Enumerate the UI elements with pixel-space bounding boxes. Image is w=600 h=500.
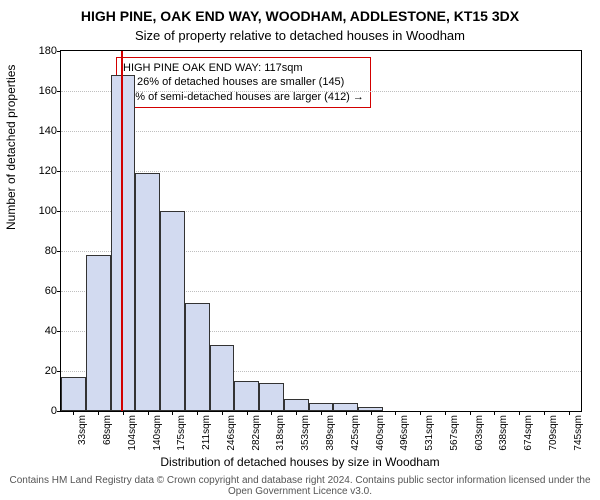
ytick-mark	[57, 251, 61, 252]
ytick-mark	[57, 131, 61, 132]
xtick-label: 709sqm	[548, 415, 559, 451]
ytick-mark	[57, 291, 61, 292]
xtick-mark	[346, 411, 347, 415]
xtick-label: 496sqm	[399, 415, 410, 451]
histogram-bar	[234, 381, 259, 411]
xtick-label: 745sqm	[573, 415, 584, 451]
ytick-label: 0	[27, 405, 57, 417]
ytick-label: 140	[27, 125, 57, 137]
xtick-mark	[222, 411, 223, 415]
histogram-bar	[210, 345, 235, 411]
gridline	[61, 171, 581, 172]
ytick-label: 160	[27, 85, 57, 97]
xtick-mark	[98, 411, 99, 415]
ytick-label: 120	[27, 165, 57, 177]
ytick-label: 20	[27, 365, 57, 377]
xtick-mark	[371, 411, 372, 415]
xtick-label: 603sqm	[474, 415, 485, 451]
xtick-mark	[73, 411, 74, 415]
chart-title: HIGH PINE, OAK END WAY, WOODHAM, ADDLEST…	[0, 8, 600, 24]
ytick-mark	[57, 371, 61, 372]
ytick-label: 100	[27, 205, 57, 217]
xtick-mark	[420, 411, 421, 415]
xtick-label: 282sqm	[251, 415, 262, 451]
xtick-label: 460sqm	[375, 415, 386, 451]
xtick-mark	[470, 411, 471, 415]
histogram-bar	[86, 255, 111, 411]
xtick-label: 674sqm	[523, 415, 534, 451]
gridline	[61, 91, 581, 92]
xtick-label: 246sqm	[226, 415, 237, 451]
xtick-mark	[519, 411, 520, 415]
marker-line	[121, 51, 123, 411]
x-axis-label: Distribution of detached houses by size …	[0, 455, 600, 469]
histogram-bar	[61, 377, 86, 411]
xtick-mark	[247, 411, 248, 415]
xtick-mark	[494, 411, 495, 415]
xtick-label: 353sqm	[300, 415, 311, 451]
info-line-2: ← 26% of detached houses are smaller (14…	[123, 75, 364, 89]
histogram-bar	[135, 173, 160, 411]
xtick-label: 531sqm	[424, 415, 435, 451]
histogram-bar	[284, 399, 309, 411]
histogram-bar	[309, 403, 334, 411]
ytick-label: 60	[27, 285, 57, 297]
ytick-mark	[57, 411, 61, 412]
xtick-mark	[123, 411, 124, 415]
chart-container: HIGH PINE, OAK END WAY, WOODHAM, ADDLEST…	[0, 0, 600, 500]
xtick-mark	[271, 411, 272, 415]
ytick-label: 180	[27, 45, 57, 57]
histogram-bar	[333, 403, 358, 411]
ytick-mark	[57, 91, 61, 92]
info-line-1: HIGH PINE OAK END WAY: 117sqm	[123, 61, 364, 75]
ytick-mark	[57, 51, 61, 52]
xtick-mark	[172, 411, 173, 415]
ytick-label: 80	[27, 245, 57, 257]
xtick-label: 140sqm	[152, 415, 163, 451]
xtick-mark	[544, 411, 545, 415]
marker-info-box: HIGH PINE OAK END WAY: 117sqm ← 26% of d…	[116, 57, 371, 108]
y-axis-label: Number of detached properties	[4, 65, 18, 230]
xtick-label: 425sqm	[350, 415, 361, 451]
ytick-label: 40	[27, 325, 57, 337]
xtick-mark	[197, 411, 198, 415]
xtick-label: 389sqm	[325, 415, 336, 451]
histogram-bar	[259, 383, 284, 411]
ytick-mark	[57, 171, 61, 172]
histogram-bar	[111, 75, 136, 411]
xtick-label: 33sqm	[77, 415, 88, 445]
ytick-mark	[57, 331, 61, 332]
xtick-mark	[569, 411, 570, 415]
xtick-label: 638sqm	[498, 415, 509, 451]
xtick-label: 211sqm	[201, 415, 212, 450]
chart-subtitle: Size of property relative to detached ho…	[0, 28, 600, 43]
xtick-label: 318sqm	[275, 415, 286, 451]
xtick-label: 68sqm	[102, 415, 113, 445]
plot-area: HIGH PINE OAK END WAY: 117sqm ← 26% of d…	[60, 50, 582, 412]
xtick-mark	[445, 411, 446, 415]
histogram-bar	[185, 303, 210, 411]
xtick-label: 175sqm	[176, 415, 187, 451]
xtick-mark	[321, 411, 322, 415]
ytick-mark	[57, 211, 61, 212]
xtick-mark	[296, 411, 297, 415]
xtick-mark	[395, 411, 396, 415]
xtick-label: 567sqm	[449, 415, 460, 451]
xtick-mark	[148, 411, 149, 415]
copyright-text: Contains HM Land Registry data © Crown c…	[0, 475, 600, 497]
gridline	[61, 131, 581, 132]
histogram-bar	[160, 211, 185, 411]
xtick-label: 104sqm	[127, 415, 138, 451]
